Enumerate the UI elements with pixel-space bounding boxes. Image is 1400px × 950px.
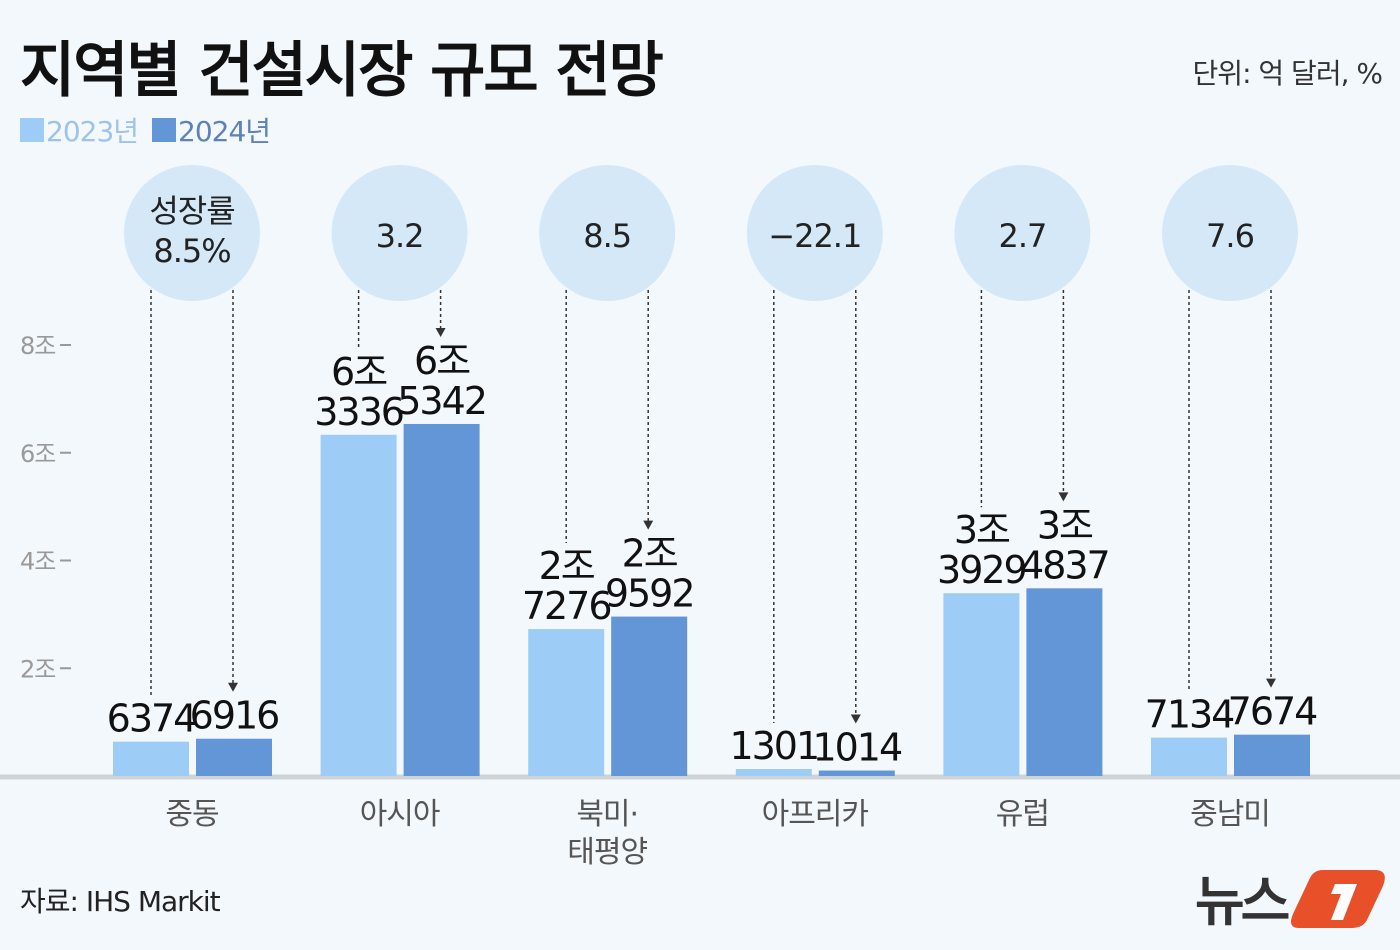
logo-graphic: 뉴스	[1195, 870, 1385, 933]
legend-item-2023: 2023년	[20, 110, 139, 150]
bar-2023	[943, 593, 1020, 776]
data-label: 6조	[331, 350, 387, 394]
unit-label: 단위: 억 달러, %	[1192, 57, 1383, 90]
category-label: 중동	[165, 797, 219, 832]
data-label: 6374	[107, 697, 197, 741]
legend-swatch-2023	[20, 118, 44, 142]
data-label: 3336	[314, 390, 403, 434]
growth-rate-circle	[954, 165, 1091, 301]
y-tick-label: 4조	[20, 548, 55, 576]
bar-2023	[113, 741, 189, 776]
arrow-head-icon	[228, 682, 238, 692]
data-label: 6조	[414, 339, 470, 383]
growth-rate-circle	[331, 165, 468, 301]
category-label: 아프리카	[762, 797, 869, 832]
chart-title: 지역별 건설시장 규모 전망	[20, 36, 664, 106]
legend-item-2024: 2024년	[152, 110, 271, 150]
growth-rate-label: −22.1	[768, 217, 861, 255]
legend-swatch-2024	[152, 118, 177, 142]
arrow-head-icon	[435, 327, 446, 337]
arrow-head-icon	[643, 520, 654, 530]
growth-rate-label: 8.5	[583, 217, 631, 255]
arrow-head-icon	[850, 714, 861, 724]
data-label: 7134	[1145, 693, 1235, 737]
growth-rate-label: 7.6	[1206, 217, 1254, 255]
svg-text:뉴스: 뉴스	[1195, 870, 1289, 932]
bar-2024	[403, 423, 480, 776]
bar-2024	[611, 616, 688, 776]
arrow-head-icon	[1266, 678, 1276, 688]
legend-label-2024: 2024년	[178, 115, 271, 148]
growth-rate-circle	[124, 165, 260, 301]
category-label: 아시아	[360, 797, 440, 832]
bar-2024	[1026, 588, 1103, 776]
y-tick-label: 2조	[20, 655, 55, 683]
category-label: 유럽	[996, 797, 1049, 832]
arrow-head-icon	[1058, 492, 1069, 502]
data-label: 7276	[522, 584, 611, 628]
bar-2023	[1151, 737, 1227, 776]
category-label: 북미·	[576, 797, 638, 832]
data-label: 2조	[539, 544, 595, 588]
growth-rate-label: 2.7	[998, 217, 1046, 255]
bar-2024	[818, 770, 895, 776]
data-label: 7674	[1228, 690, 1318, 734]
growth-rate-circle	[746, 165, 883, 301]
data-label: 4837	[1020, 543, 1109, 587]
bar-2024	[196, 738, 272, 776]
growth-rate-label: 3.2	[376, 217, 424, 255]
data-label: 3929	[937, 548, 1026, 592]
data-label: 1301	[729, 724, 818, 768]
category-label: 중남미	[1190, 797, 1270, 832]
source-note: 자료: IHS Markit	[20, 885, 221, 918]
bar-2023	[528, 629, 605, 776]
category-label: 태평양	[567, 835, 647, 870]
growth-rate-label: 성장률	[149, 192, 234, 230]
legend: 2023년 2024년	[20, 110, 271, 150]
data-label: 2조	[622, 532, 678, 576]
growth-rate-label: 8.5%	[153, 232, 230, 270]
data-label: 1014	[812, 726, 902, 770]
data-label: 5342	[397, 379, 486, 423]
bar-2023	[320, 434, 397, 776]
data-label: 3조	[1037, 503, 1093, 547]
data-label: 3조	[954, 508, 1010, 552]
data-label: 9592	[605, 572, 694, 616]
bar-2023	[735, 768, 812, 776]
news1-logo: 뉴스	[1195, 862, 1385, 936]
growth-rate-circle	[1162, 165, 1298, 301]
y-tick-label: 8조	[20, 332, 55, 360]
legend-label-2023: 2023년	[46, 115, 139, 148]
y-tick-label: 6조	[20, 440, 55, 468]
bar-2024	[1234, 734, 1310, 776]
data-label: 6916	[190, 694, 279, 738]
growth-rate-circle	[539, 165, 676, 301]
